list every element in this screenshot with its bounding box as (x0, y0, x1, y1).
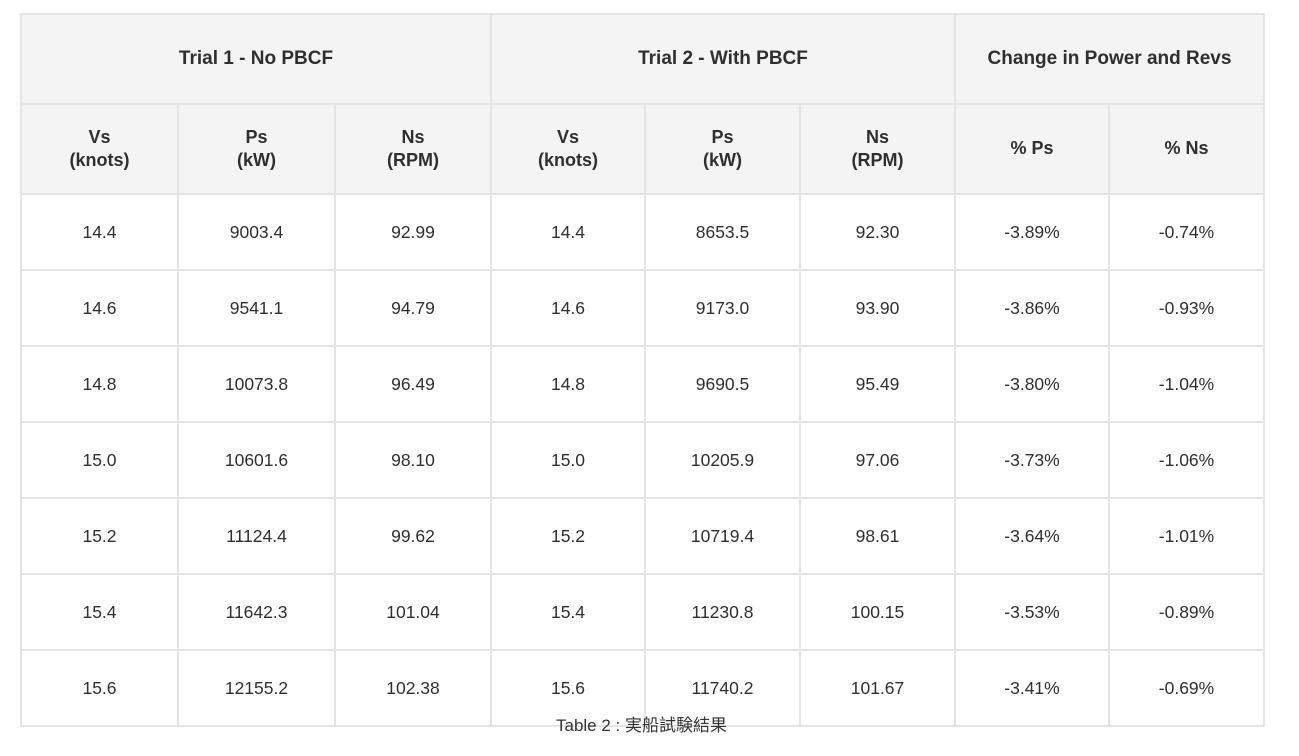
table-cell: -1.01% (1108, 497, 1265, 575)
table-cell: 95.49 (799, 345, 956, 423)
group-header-trial1: Trial 1 - No PBCF (20, 13, 492, 105)
table-cell: 92.30 (799, 193, 956, 271)
table-cell: 98.61 (799, 497, 956, 575)
table-cell: -1.06% (1108, 421, 1265, 499)
table-cell: 99.62 (334, 497, 492, 575)
table-cell: 12155.2 (177, 649, 336, 727)
table-cell: 15.4 (490, 573, 646, 651)
table-cell: -3.89% (954, 193, 1110, 271)
column-header-row: Vs (knots) Ps (kW) Ns (RPM) Vs (knots) P… (20, 103, 1265, 195)
group-header-trial2: Trial 2 - With PBCF (490, 13, 956, 105)
table-cell: -3.64% (954, 497, 1110, 575)
column-header-vs-knots-trial1: Vs (knots) (20, 103, 179, 195)
table-cell: -0.74% (1108, 193, 1265, 271)
table-cell: 14.6 (490, 269, 646, 347)
table-cell: 15.2 (20, 497, 179, 575)
table-cell: 11642.3 (177, 573, 336, 651)
table-cell: 11740.2 (644, 649, 801, 727)
table-row: 14.6 9541.1 94.79 14.6 9173.0 93.90 -3.8… (20, 269, 1265, 347)
table-cell: 10073.8 (177, 345, 336, 423)
table-cell: 14.4 (490, 193, 646, 271)
table-cell: 11230.8 (644, 573, 801, 651)
trial-results-table: Trial 1 - No PBCF Trial 2 - With PBCF Ch… (20, 13, 1265, 727)
table-cell: -0.93% (1108, 269, 1265, 347)
table-cell: 14.6 (20, 269, 179, 347)
table-cell: 9690.5 (644, 345, 801, 423)
table-cell: 102.38 (334, 649, 492, 727)
table-cell: -3.41% (954, 649, 1110, 727)
group-header-change-power-revs: Change in Power and Revs (954, 13, 1265, 105)
column-header-pct-ps: % Ps (954, 103, 1110, 195)
table-cell: 9003.4 (177, 193, 336, 271)
table-cell: 10719.4 (644, 497, 801, 575)
column-header-ns-rpm-trial1: Ns (RPM) (334, 103, 492, 195)
table-cell: 101.04 (334, 573, 492, 651)
table-row: 15.2 11124.4 99.62 15.2 10719.4 98.61 -3… (20, 497, 1265, 575)
table-cell: -3.80% (954, 345, 1110, 423)
table-cell: 9541.1 (177, 269, 336, 347)
table-cell: -3.53% (954, 573, 1110, 651)
table-cell: 15.2 (490, 497, 646, 575)
table-cell: 8653.5 (644, 193, 801, 271)
table-row: 14.8 10073.8 96.49 14.8 9690.5 95.49 -3.… (20, 345, 1265, 423)
column-header-vs-knots-trial2: Vs (knots) (490, 103, 646, 195)
table-cell: 15.6 (20, 649, 179, 727)
table-cell: -3.73% (954, 421, 1110, 499)
table-cell: 101.67 (799, 649, 956, 727)
table-cell: 9173.0 (644, 269, 801, 347)
group-header-row: Trial 1 - No PBCF Trial 2 - With PBCF Ch… (20, 13, 1265, 105)
table-cell: 15.4 (20, 573, 179, 651)
table-cell: -0.69% (1108, 649, 1265, 727)
table-caption: Table 2 : 実船試験結果 (556, 716, 727, 735)
table-row: 15.0 10601.6 98.10 15.0 10205.9 97.06 -3… (20, 421, 1265, 499)
column-header-pct-ns: % Ns (1108, 103, 1265, 195)
table-cell: 14.8 (20, 345, 179, 423)
table-cell: 14.8 (490, 345, 646, 423)
table-row: 15.6 12155.2 102.38 15.6 11740.2 101.67 … (20, 649, 1265, 727)
table-cell: -3.86% (954, 269, 1110, 347)
table-cell: 10601.6 (177, 421, 336, 499)
column-header-ps-kw-trial1: Ps (kW) (177, 103, 336, 195)
table-row: 15.4 11642.3 101.04 15.4 11230.8 100.15 … (20, 573, 1265, 651)
table-cell: 94.79 (334, 269, 492, 347)
table-cell: -0.89% (1108, 573, 1265, 651)
table-cell: 97.06 (799, 421, 956, 499)
column-header-ns-rpm-trial2: Ns (RPM) (799, 103, 956, 195)
table-cell: 14.4 (20, 193, 179, 271)
table-cell: 15.0 (20, 421, 179, 499)
table-cell: 10205.9 (644, 421, 801, 499)
column-header-ps-kw-trial2: Ps (kW) (644, 103, 801, 195)
table-cell: 93.90 (799, 269, 956, 347)
table-cell: 96.49 (334, 345, 492, 423)
table-cell: 11124.4 (177, 497, 336, 575)
table-cell: -1.04% (1108, 345, 1265, 423)
table-cell: 15.0 (490, 421, 646, 499)
table-cell: 15.6 (490, 649, 646, 727)
table-cell: 100.15 (799, 573, 956, 651)
table-cell: 92.99 (334, 193, 492, 271)
table-cell: 98.10 (334, 421, 492, 499)
table-row: 14.4 9003.4 92.99 14.4 8653.5 92.30 -3.8… (20, 193, 1265, 271)
